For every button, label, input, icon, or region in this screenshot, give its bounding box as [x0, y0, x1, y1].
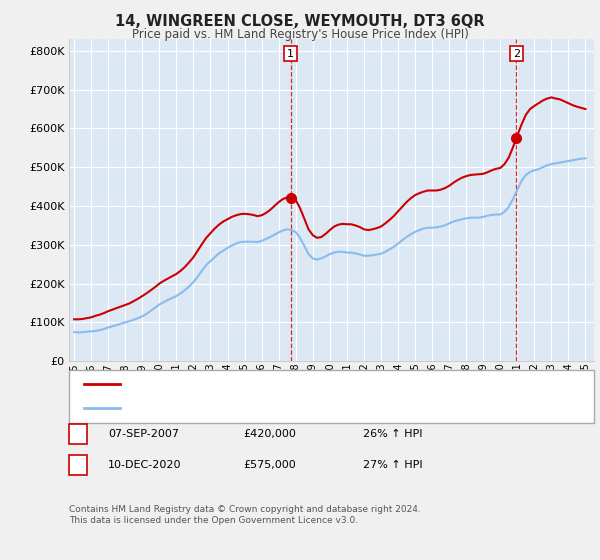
Text: 26% ↑ HPI: 26% ↑ HPI: [363, 429, 422, 439]
Text: £575,000: £575,000: [243, 460, 296, 470]
Text: 27% ↑ HPI: 27% ↑ HPI: [363, 460, 422, 470]
Text: 07-SEP-2007: 07-SEP-2007: [108, 429, 179, 439]
Text: 1: 1: [287, 49, 294, 59]
Text: 14, WINGREEN CLOSE, WEYMOUTH, DT3 6QR: 14, WINGREEN CLOSE, WEYMOUTH, DT3 6QR: [115, 14, 485, 29]
Text: Contains HM Land Registry data © Crown copyright and database right 2024.
This d: Contains HM Land Registry data © Crown c…: [69, 505, 421, 525]
Text: £420,000: £420,000: [243, 429, 296, 439]
Text: Price paid vs. HM Land Registry's House Price Index (HPI): Price paid vs. HM Land Registry's House …: [131, 28, 469, 41]
Text: 10-DEC-2020: 10-DEC-2020: [108, 460, 182, 470]
Text: 1: 1: [74, 429, 82, 439]
Text: 2: 2: [74, 460, 82, 470]
Text: 2: 2: [513, 49, 520, 59]
Text: 14, WINGREEN CLOSE, WEYMOUTH, DT3 6QR (detached house): 14, WINGREEN CLOSE, WEYMOUTH, DT3 6QR (d…: [129, 380, 476, 390]
Text: HPI: Average price, detached house, Dorset: HPI: Average price, detached house, Dors…: [129, 403, 368, 413]
